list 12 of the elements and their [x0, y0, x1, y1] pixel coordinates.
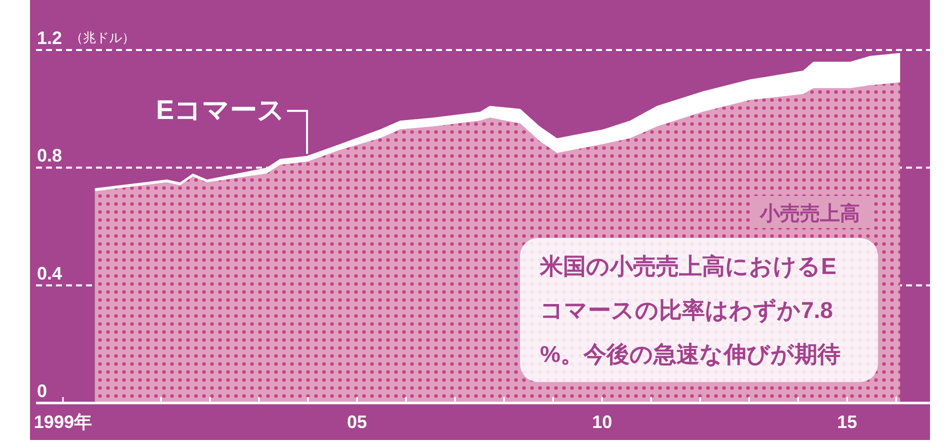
- y-tick-label: 1.2: [37, 28, 62, 48]
- y-tick-label: 0: [37, 381, 48, 401]
- y-tick-label: 0.4: [37, 263, 62, 284]
- y-axis-title: （兆ドル）: [70, 30, 136, 46]
- annotation: 米国の小売売上高におけるEコマースの比率はわずか7.8%。今後の急速な伸びが期待: [539, 253, 840, 367]
- y-tick-label: 0.8: [37, 146, 62, 166]
- series-label: 小売売上高: [759, 202, 860, 225]
- x-tick-label: 1999年: [34, 412, 92, 432]
- series-label: Eコマース: [156, 94, 286, 125]
- x-tick-label: 05: [347, 412, 368, 432]
- x-tick-label: 15: [837, 412, 858, 432]
- x-tick-label: 10: [592, 412, 612, 432]
